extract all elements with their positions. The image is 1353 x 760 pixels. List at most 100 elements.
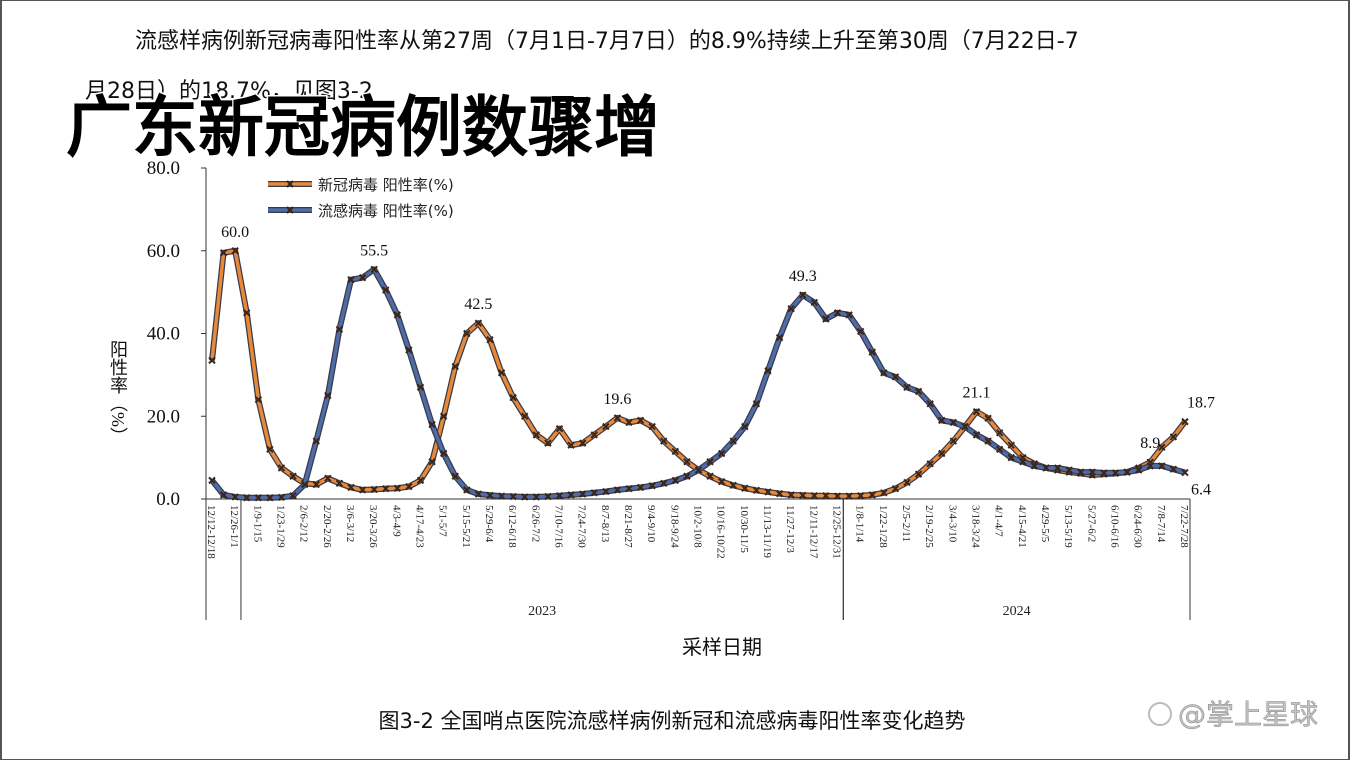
marker [1123, 468, 1131, 476]
marker [706, 472, 714, 480]
marker [949, 418, 958, 427]
x-tick-label: 6/24-6/30 [1132, 505, 1144, 548]
x-tick-label: 4/1-4/7 [993, 505, 1005, 537]
marker [358, 486, 367, 494]
marker [706, 458, 714, 466]
marker [1019, 458, 1027, 466]
marker [613, 414, 622, 422]
watermark-logo [1148, 702, 1172, 726]
marker [775, 489, 784, 498]
watermark: @掌上星球 [1178, 698, 1318, 731]
marker [972, 407, 981, 416]
marker [451, 362, 459, 371]
marker [555, 491, 564, 500]
marker [266, 494, 274, 502]
marker [474, 319, 483, 327]
marker [648, 422, 656, 431]
x-tick-label: 7/10-7/16 [553, 505, 565, 548]
marker [671, 476, 680, 485]
marker [833, 309, 842, 317]
legend-label: 流感病毒 阳性率(%) [318, 202, 454, 220]
marker [370, 265, 378, 274]
marker [1146, 462, 1154, 470]
marker [300, 480, 309, 489]
marker [1111, 469, 1120, 477]
marker [660, 479, 668, 487]
marker [799, 291, 807, 299]
marker [764, 367, 772, 375]
marker [764, 488, 772, 496]
marker [984, 437, 992, 445]
marker [532, 431, 541, 439]
marker [845, 492, 853, 500]
data-label: 8.9 [1140, 435, 1160, 452]
data-label: 60.0 [221, 224, 249, 241]
marker [254, 395, 263, 404]
x-tick-label: 6/12-6/18 [506, 505, 518, 548]
marker [1158, 443, 1166, 451]
chart: 0.0 20.0 40.0 60.0 80.0 阳性率（%） 采样日期 12/12-12/18… [108, 158, 1215, 659]
marker [741, 422, 749, 431]
marker [416, 383, 425, 391]
marker [555, 424, 564, 433]
marker [926, 460, 934, 468]
x-tick-label: 1/8-1/14 [854, 505, 866, 543]
x-tick-label: 3/20-3/26 [367, 505, 379, 548]
y-tick-label: 0.0 [156, 489, 180, 510]
legend-marker [286, 180, 294, 188]
marker [463, 486, 471, 494]
paragraph-line: 月28日）的18.7%，见图3-2 [85, 79, 373, 104]
marker [822, 491, 830, 500]
marker [289, 491, 297, 500]
marker [382, 484, 390, 493]
marker [810, 298, 819, 307]
data-label: 6.4 [1191, 482, 1211, 499]
marker [636, 416, 645, 425]
x-tick-label: 10/2-10/8 [692, 505, 704, 548]
marker [335, 325, 344, 334]
x-tick-label: 4/15-4/21 [1016, 505, 1028, 548]
marker [486, 335, 494, 344]
marker [312, 437, 320, 445]
marker [382, 286, 390, 294]
x-tick-label: 2/6-2/12 [298, 505, 310, 542]
marker [208, 356, 216, 365]
marker [416, 476, 425, 485]
marker [810, 491, 819, 500]
x-tick-label: 1/23-1/29 [275, 505, 287, 548]
marker [544, 439, 552, 447]
marker [787, 304, 795, 313]
marker [474, 490, 483, 498]
marker [277, 493, 286, 502]
marker [683, 472, 691, 480]
marker [926, 400, 934, 408]
legend-marker [286, 206, 294, 214]
marker [1077, 468, 1085, 476]
marker [521, 412, 529, 420]
x-tick-label: 5/1-5/7 [437, 505, 449, 537]
marker [590, 489, 598, 497]
marker [613, 486, 622, 494]
marker [231, 493, 239, 501]
marker [938, 449, 946, 458]
y-tick-label: 40.0 [147, 324, 180, 345]
marker [1100, 469, 1108, 477]
marker [370, 485, 378, 494]
data-label: 18.7 [1187, 395, 1215, 412]
marker [590, 431, 598, 439]
marker [938, 416, 946, 425]
marker [335, 479, 344, 487]
marker [856, 491, 865, 500]
marker [822, 315, 830, 323]
x-tick-label: 4/17-4/23 [414, 505, 426, 548]
marker [602, 422, 610, 431]
marker [1181, 417, 1189, 426]
marker [463, 329, 471, 338]
marker [625, 418, 633, 427]
x-tick-label: 4/29-5/5 [1039, 505, 1051, 543]
marker [405, 346, 413, 354]
marker [347, 483, 355, 492]
marker [532, 493, 541, 501]
x-tick-label: 10/30-11/5 [738, 505, 750, 553]
